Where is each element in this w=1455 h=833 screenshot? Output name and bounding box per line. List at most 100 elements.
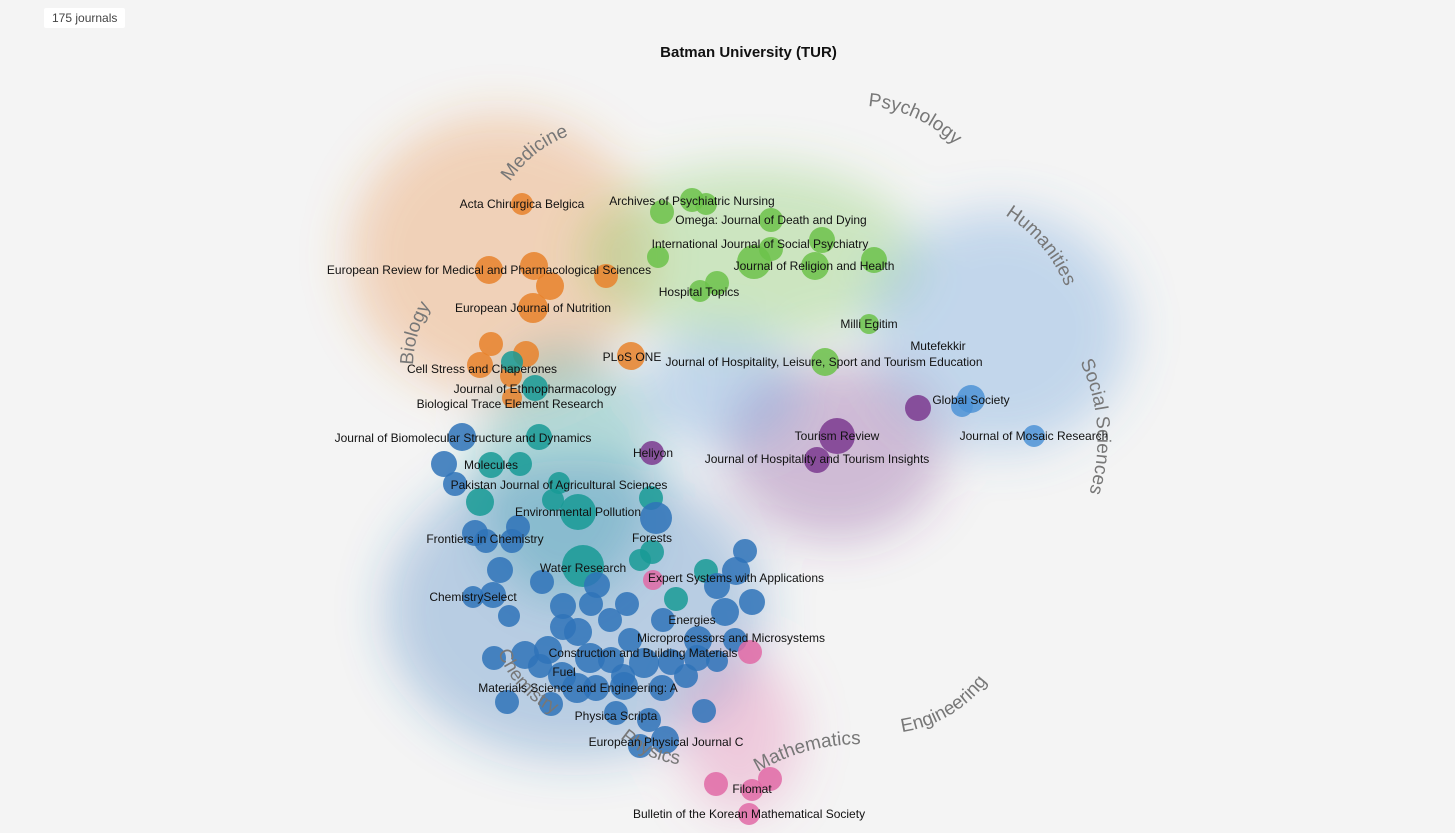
journal-bubble-chemistry[interactable] <box>722 557 750 585</box>
journal-bubble-medicine[interactable] <box>511 193 533 215</box>
journal-bubble-psychology[interactable] <box>705 271 729 295</box>
journal-bubble-chemistry[interactable] <box>611 664 635 688</box>
journal-label[interactable]: Microprocessors and Microsystems <box>637 631 825 645</box>
journal-bubble-biology[interactable] <box>542 489 564 511</box>
journal-label[interactable]: Archives of Psychiatric Nursing <box>609 194 774 208</box>
journal-bubble-humanities[interactable] <box>951 395 973 417</box>
journal-bubble-chemistry[interactable] <box>598 608 622 632</box>
journal-bubble-biology[interactable] <box>466 488 494 516</box>
journal-label[interactable]: Physica Scripta <box>575 709 658 723</box>
journal-bubble-math[interactable] <box>643 570 663 590</box>
journal-bubble-chemistry[interactable] <box>651 608 675 632</box>
journal-bubble-biology[interactable] <box>522 375 548 401</box>
journal-label[interactable]: Forests <box>632 531 672 545</box>
journal-label[interactable]: Journal of Hospitality, Leisure, Sport a… <box>665 355 982 369</box>
journal-bubble-chemistry[interactable] <box>674 664 698 688</box>
journal-label[interactable]: European Journal of Nutrition <box>455 301 611 315</box>
journal-bubble-social[interactable] <box>905 395 931 421</box>
journal-label[interactable]: European Physical Journal C <box>589 735 744 749</box>
journal-bubble-chemistry[interactable] <box>474 529 498 553</box>
journal-bubble-chemistry[interactable] <box>443 472 467 496</box>
journal-label[interactable]: Omega: Journal of Death and Dying <box>675 213 866 227</box>
journal-bubble-chemistry[interactable] <box>500 529 524 553</box>
journal-label[interactable]: Energies <box>668 613 715 627</box>
journal-label[interactable]: ChemistrySelect <box>429 590 517 604</box>
journal-bubble-medicine[interactable] <box>520 252 548 280</box>
journal-label[interactable]: Journal of Ethnopharmacology <box>454 382 617 396</box>
journal-bubble-chemistry[interactable] <box>584 572 610 598</box>
journal-label[interactable]: Milli Egitim <box>840 317 897 331</box>
journal-bubble-biology[interactable] <box>664 587 688 611</box>
journal-bubble-social[interactable] <box>640 441 664 465</box>
journal-label[interactable]: Journal of Mosaic Research <box>960 429 1109 443</box>
journal-bubble-chemistry[interactable] <box>575 643 605 673</box>
journal-bubble-medicine[interactable] <box>475 256 503 284</box>
journal-label[interactable]: Frontiers in Chemistry <box>426 532 543 546</box>
journal-bubble-chemistry[interactable] <box>530 570 554 594</box>
journal-label[interactable]: Environmental Pollution <box>515 505 641 519</box>
journal-bubble-biology[interactable] <box>548 472 570 494</box>
journal-label[interactable]: Journal of Biomolecular Structure and Dy… <box>335 431 592 445</box>
journal-bubble-chemistry[interactable] <box>480 582 506 608</box>
journal-label[interactable]: Expert Systems with Applications <box>648 571 824 585</box>
journal-bubble-biology[interactable] <box>640 540 664 564</box>
journal-label[interactable]: Biological Trace Element Research <box>417 397 604 411</box>
journal-bubble-chemistry[interactable] <box>711 598 739 626</box>
journal-bubble-chemistry[interactable] <box>462 586 484 608</box>
journal-bubble-chemistry[interactable] <box>618 628 642 652</box>
journal-label[interactable]: Water Research <box>540 561 626 575</box>
journal-label[interactable]: Acta Chirurgica Belgica <box>460 197 585 211</box>
journal-bubble-chemistry[interactable] <box>564 618 592 646</box>
journal-label[interactable]: Bulletin of the Korean Mathematical Soci… <box>633 807 865 821</box>
journal-bubble-psychology[interactable] <box>809 227 835 253</box>
journal-bubble-chemistry[interactable] <box>629 648 659 678</box>
journal-bubble-chemistry[interactable] <box>733 539 757 563</box>
journal-bubble-biology[interactable] <box>508 452 532 476</box>
journal-label[interactable]: Tourism Review <box>795 429 880 443</box>
journal-bubble-chemistry[interactable] <box>651 726 679 754</box>
journal-bubble-chemistry[interactable] <box>649 675 675 701</box>
journal-bubble-psychology[interactable] <box>801 252 829 280</box>
journal-bubble-chemistry[interactable] <box>583 675 609 701</box>
journal-bubble-math[interactable] <box>741 779 763 801</box>
journal-label[interactable]: PLoS ONE <box>603 350 662 364</box>
journal-label[interactable]: Filomat <box>732 782 772 796</box>
journal-bubble-biology[interactable] <box>478 452 504 478</box>
journal-bubble-social[interactable] <box>819 418 855 454</box>
journal-bubble-psychology[interactable] <box>647 246 669 268</box>
journal-bubble-math[interactable] <box>758 767 782 791</box>
journal-bubble-psychology[interactable] <box>650 200 674 224</box>
journal-bubble-chemistry[interactable] <box>628 734 652 758</box>
journal-bubble-psychology[interactable] <box>861 247 887 273</box>
journal-label[interactable]: Journal of Hospitality and Tourism Insig… <box>705 452 930 466</box>
journal-bubble-biology[interactable] <box>501 351 523 373</box>
journal-bubble-medicine[interactable] <box>479 332 503 356</box>
journal-bubble-social[interactable] <box>804 447 830 473</box>
journal-label[interactable]: Hospital Topics <box>659 285 739 299</box>
journal-bubble-chemistry[interactable] <box>640 502 672 534</box>
journal-label[interactable]: Materials Science and Engineering: A <box>478 681 677 695</box>
journal-label[interactable]: Journal of Religion and Health <box>734 259 895 273</box>
journal-bubble-chemistry[interactable] <box>539 692 563 716</box>
journal-label[interactable]: Mutefekkir <box>910 339 965 353</box>
journal-bubble-chemistry[interactable] <box>487 557 513 583</box>
journal-bubble-psychology[interactable] <box>759 208 783 232</box>
journal-bubble-humanities[interactable] <box>1023 425 1045 447</box>
journal-bubble-chemistry[interactable] <box>448 423 476 451</box>
journal-bubble-chemistry[interactable] <box>615 592 639 616</box>
journal-bubble-chemistry[interactable] <box>637 708 661 732</box>
journal-label[interactable]: Fuel <box>552 665 575 679</box>
journal-bubble-math[interactable] <box>738 640 762 664</box>
journal-bubble-chemistry[interactable] <box>431 451 457 477</box>
journal-bubble-chemistry[interactable] <box>739 589 765 615</box>
journal-bubble-medicine[interactable] <box>617 342 645 370</box>
journal-bubble-chemistry[interactable] <box>706 650 728 672</box>
journal-bubble-math[interactable] <box>704 772 728 796</box>
journal-bubble-math[interactable] <box>738 803 760 825</box>
journal-label[interactable]: Heliyon <box>633 446 673 460</box>
journal-bubble-chemistry[interactable] <box>495 690 519 714</box>
journal-bubble-chemistry[interactable] <box>550 593 576 619</box>
journal-bubble-psychology[interactable] <box>811 348 839 376</box>
journal-bubble-biology[interactable] <box>560 494 596 530</box>
